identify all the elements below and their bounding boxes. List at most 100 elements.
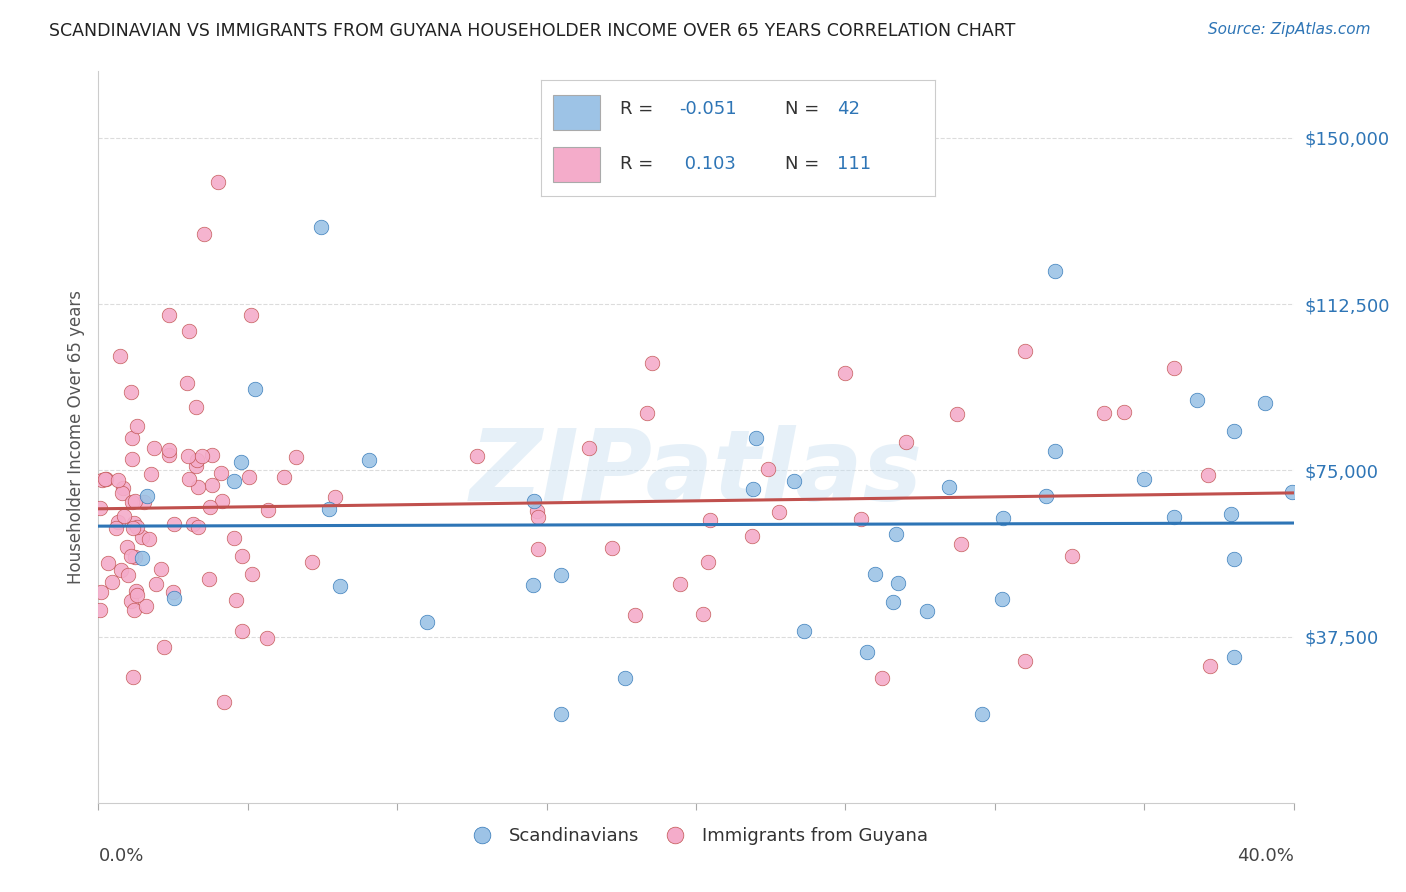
Point [145,576,167,591]
Point [131,551,153,566]
Point [238,469,260,483]
Point [124,493,146,508]
Point [1197,468,1219,483]
Point [1060,549,1083,563]
Point [179,324,201,338]
Text: N =: N = [786,100,825,119]
Point [157,308,180,322]
Point [97,556,120,570]
Point [122,516,145,530]
Point [225,592,247,607]
Point [90,584,112,599]
Point [741,529,763,543]
Point [256,503,278,517]
Point [896,434,918,449]
Point [152,640,174,655]
Point [89,603,111,617]
Point [1092,407,1115,421]
Point [111,486,134,500]
Point [641,356,664,370]
Legend: Scandinavians, Immigrants from Guyana: Scandinavians, Immigrants from Guyana [457,820,935,852]
Text: R =: R = [620,155,659,173]
Point [139,467,162,482]
Point [855,645,877,659]
Point [527,542,550,557]
Point [1133,472,1156,486]
Point [157,443,180,458]
Point [211,494,233,508]
Point [882,595,904,609]
Text: 111: 111 [837,155,870,173]
Point [550,568,572,582]
Point [745,431,768,445]
Point [163,591,186,605]
Point [229,455,252,469]
Point [125,419,148,434]
Point [949,537,972,551]
Point [101,575,124,590]
Point [526,503,548,517]
Text: 42: 42 [837,100,859,119]
Point [120,549,142,563]
Point [104,521,127,535]
Point [946,407,969,421]
Point [1223,650,1246,665]
Point [110,563,132,577]
Point [849,512,872,526]
Point [550,707,572,722]
Point [242,567,264,582]
Point [323,491,346,505]
Point [107,474,129,488]
Point [1223,552,1246,566]
Point [201,448,224,462]
Point [214,695,236,709]
Point [624,608,647,623]
Point [699,513,721,527]
Point [186,453,208,467]
Point [91,473,114,487]
Text: Source: ZipAtlas.com: Source: ZipAtlas.com [1208,22,1371,37]
Point [231,549,253,564]
Point [285,450,308,464]
Point [157,448,180,462]
Point [970,707,993,722]
Point [107,515,129,529]
Point [121,452,143,467]
Point [231,624,253,639]
Point [197,572,219,586]
Point [273,470,295,484]
Point [1014,343,1036,358]
Point [887,575,910,590]
Text: 40.0%: 40.0% [1237,847,1294,864]
Point [301,555,323,569]
Point [783,475,806,489]
Point [125,589,148,603]
Point [136,489,159,503]
Point [138,532,160,546]
Point [187,479,209,493]
Point [209,466,232,480]
Point [121,495,143,509]
Text: 0.103: 0.103 [679,155,735,173]
Point [938,480,960,494]
Point [143,442,166,456]
Point [1112,405,1135,419]
Point [991,511,1014,525]
Text: R =: R = [620,100,659,119]
Point [1043,443,1066,458]
Point [1163,510,1185,524]
Point [201,478,224,492]
Point [125,583,148,598]
Point [243,382,266,396]
Y-axis label: Householder Income Over 65 years: Householder Income Over 65 years [66,290,84,584]
Point [742,482,765,496]
Point [870,671,893,685]
Text: SCANDINAVIAN VS IMMIGRANTS FROM GUYANA HOUSEHOLDER INCOME OVER 65 YEARS CORRELAT: SCANDINAVIAN VS IMMIGRANTS FROM GUYANA H… [49,22,1015,40]
Point [613,671,636,685]
Point [150,562,173,576]
Point [318,502,340,516]
Point [1185,393,1208,408]
Point [1223,424,1246,438]
Point [176,376,198,390]
Point [125,520,148,534]
